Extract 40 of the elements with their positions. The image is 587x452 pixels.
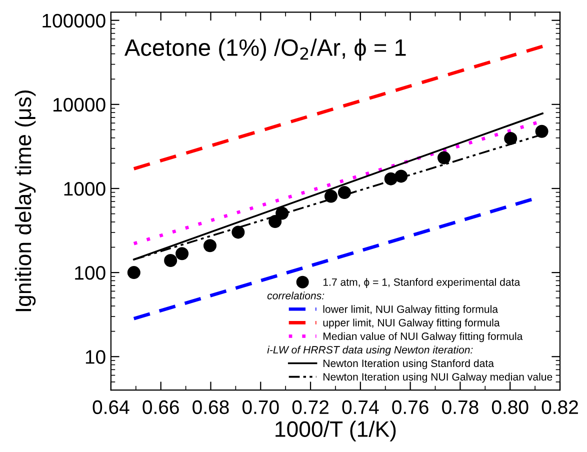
x-tick-label: 0.66 [142, 400, 179, 414]
point [276, 206, 289, 220]
annotation: correlations: [267, 292, 324, 300]
point [324, 190, 338, 203]
point [127, 266, 140, 280]
point [384, 172, 398, 186]
x-tick-label: 0.70 [242, 400, 279, 414]
point [504, 132, 518, 145]
point [232, 226, 245, 239]
legend-label: Newton Iteration using Stanford data [323, 359, 494, 370]
legend-label: Newton Iteration using NUI Galway median value [323, 372, 552, 383]
point [535, 124, 548, 138]
x-tick-label: 0.72 [292, 400, 328, 414]
point [203, 239, 216, 252]
y-tick-label: 10000 [54, 98, 106, 112]
y-tick-label: 100000 [42, 14, 106, 28]
x-tick-label: 0.76 [392, 400, 428, 414]
y-tick-label: 10 [86, 350, 106, 364]
x-tick-label: 0.64 [92, 400, 130, 414]
x-tick-label: 0.68 [192, 400, 229, 414]
x-tick-label: 0.80 [492, 400, 528, 414]
legend-label: 1.7 atm, ϕ = 1, Stanford experimental data [323, 278, 520, 288]
point [176, 247, 189, 260]
point [437, 151, 450, 164]
y-tick-label: 100 [75, 266, 106, 280]
legend-label: lower limit, NUI Galway fitting formula [323, 305, 498, 316]
point [394, 170, 408, 183]
point [268, 214, 282, 228]
x-tick-label: 0.74 [342, 400, 379, 414]
x-tick-label: 0.82 [542, 400, 578, 414]
x-axis-title: 1000/T (1/K) [276, 420, 396, 442]
point [338, 186, 351, 199]
annotation: i-LW of HRRST data using Newton iteration: [267, 346, 473, 356]
x-tick-label: 0.78 [442, 400, 478, 414]
legend-label: upper limit, NUI Galway fitting formula [323, 318, 500, 329]
point [164, 254, 178, 268]
y-axis-title: Ignition delay time (μs) [14, 90, 36, 312]
y-tick-label: 1000 [64, 182, 106, 196]
text: Acetone (1%) /O$_{2}$/Ar, ϕ = 1 [124, 38, 406, 61]
legend-label: Median value of NUI Galway fitting formula [323, 332, 523, 342]
